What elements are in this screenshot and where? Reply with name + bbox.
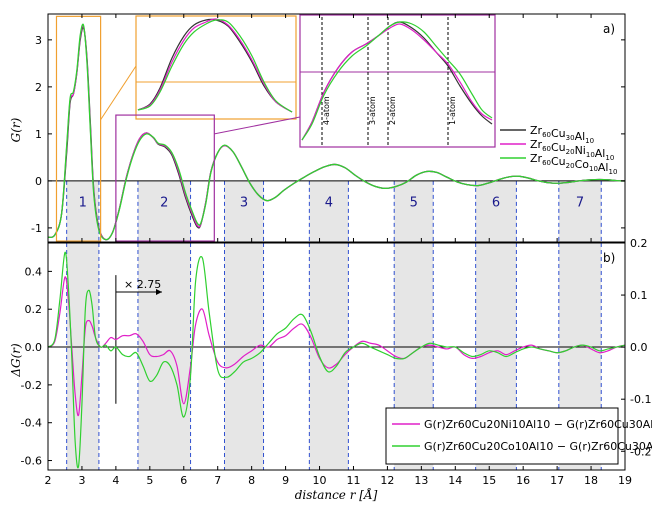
dgr-curves bbox=[48, 251, 625, 469]
x-tick-label: 17 bbox=[550, 474, 564, 487]
shell-band-a-2 bbox=[137, 180, 191, 242]
y-tick-label-a: 3 bbox=[35, 34, 42, 47]
atom-label-2: 3-atom bbox=[368, 96, 377, 125]
series-line-Co10Al10 bbox=[48, 23, 625, 241]
shell-number-7: 7 bbox=[576, 196, 584, 211]
x-tick-label: 9 bbox=[282, 474, 289, 487]
x-axis-title: distance r [Å] bbox=[295, 487, 378, 502]
zoom-insets: 4-atom 3-atom 2-atom 1-atom bbox=[55, 14, 496, 242]
y-tick-label-a: 0 bbox=[35, 175, 42, 188]
inset1-line-Ni10Al10 bbox=[137, 18, 293, 113]
tick-labels: 2 3 4 5 6 7 8 9 10 11 12 13 14 15 16 17 18 19-10123-0.6-0… bbox=[21, 14, 651, 487]
legend-a-label: Zr60Cu30Al10 bbox=[530, 124, 594, 145]
shell-band-a-3 bbox=[224, 180, 264, 242]
zoom-connector-1 bbox=[100, 65, 137, 121]
x-tick-label: 6 bbox=[180, 474, 187, 487]
inset2-line-Co10Al10 bbox=[301, 21, 493, 141]
legend-a-label: Zr60Cu20Ni10Al10 bbox=[530, 138, 614, 162]
x-tick-label: 15 bbox=[482, 474, 496, 487]
shell-number-1: 1 bbox=[79, 196, 87, 211]
x-tick-label: 14 bbox=[448, 474, 462, 487]
y2-tick-label-b: 0.0 bbox=[630, 341, 648, 354]
y-tick-label-a: -1 bbox=[31, 222, 42, 235]
diff-line-Co10Al10 bbox=[48, 251, 625, 469]
scale-arrow-head bbox=[156, 289, 162, 295]
legend-a-label: Zr60Cu20Co10Al10 bbox=[530, 152, 617, 176]
shell-number-6: 6 bbox=[492, 196, 500, 211]
legend-b-box bbox=[385, 407, 619, 465]
scale-annotation: × 2.75 bbox=[124, 278, 161, 291]
y-tick-label-b: -0.2 bbox=[21, 379, 42, 392]
legend-a: Zr60Cu30Al10Zr60Cu20Ni10Al10Zr60Cu20Co10… bbox=[500, 124, 617, 176]
x-tick-label: 18 bbox=[584, 474, 598, 487]
panel-a-label: a) bbox=[603, 22, 615, 36]
x-tick-label: 2 bbox=[45, 474, 52, 487]
atom-label-1: 4-atom bbox=[322, 96, 331, 125]
shell-band-a-4 bbox=[309, 180, 349, 242]
atom-label-3: 2-atom bbox=[388, 96, 397, 125]
y2-tick-label-b: 0.2 bbox=[630, 237, 648, 250]
gr-curves bbox=[48, 23, 625, 241]
shell-number-5: 5 bbox=[410, 196, 418, 211]
legend-b-label: G(r)Zr60Cu20Ni10Al10 − G(r)Zr60Cu30Al10 bbox=[424, 418, 652, 431]
x-tick-label: 11 bbox=[346, 474, 360, 487]
legend-b-label: G(r)Zr60Cu20Co10Al10 − G(r)Zr60Cu30Al10 bbox=[424, 440, 652, 453]
y-tick-label-a: 2 bbox=[35, 81, 42, 94]
y-tick-label-b: 0.4 bbox=[25, 265, 43, 278]
shell-band-b-2 bbox=[137, 243, 191, 470]
y-tick-label-b: 0.2 bbox=[25, 303, 43, 316]
x-tick-label: 3 bbox=[78, 474, 85, 487]
zoom-box-peak2 bbox=[115, 114, 215, 242]
x-tick-label: 12 bbox=[380, 474, 394, 487]
x-tick-label: 16 bbox=[516, 474, 530, 487]
y2-tick-label-b: -0.1 bbox=[630, 393, 651, 406]
atom-label-4: 1-atom bbox=[448, 96, 457, 125]
shell-band-a-6 bbox=[475, 180, 517, 242]
x-tick-label: 13 bbox=[414, 474, 428, 487]
legend-b: G(r)Zr60Cu20Ni10Al10 − G(r)Zr60Cu30Al10 G… bbox=[385, 407, 652, 465]
y-tick-label-b: -0.4 bbox=[21, 417, 42, 430]
x-tick-label: 8 bbox=[248, 474, 255, 487]
y2-tick-label-b: -0.2 bbox=[630, 445, 651, 458]
y-tick-label-b: 0.0 bbox=[25, 341, 43, 354]
shell-bands: 1 2 3 4 5 6 7 bbox=[66, 180, 602, 470]
y-tick-label-b: -0.6 bbox=[21, 455, 42, 468]
zoom-connector-2 bbox=[214, 116, 301, 135]
x-tick-label: 4 bbox=[112, 474, 119, 487]
shell-number-2: 2 bbox=[160, 196, 168, 211]
x-tick-label: 5 bbox=[146, 474, 153, 487]
panel-b-label: b) bbox=[603, 251, 615, 265]
x-tick-label: 7 bbox=[214, 474, 221, 487]
shell-band-a-5 bbox=[394, 180, 434, 242]
x-tick-label: 10 bbox=[313, 474, 327, 487]
axes-frames bbox=[47, 13, 626, 471]
zoom-box-peak1 bbox=[55, 15, 102, 242]
frame-a bbox=[47, 13, 626, 243]
y-axis-title-b: ΔG(r) bbox=[9, 343, 23, 378]
shell-band-a-7 bbox=[558, 180, 602, 242]
frame-b bbox=[47, 242, 626, 471]
x-tick-label: 19 bbox=[618, 474, 632, 487]
y-axis-title-a: G(r) bbox=[9, 117, 23, 142]
inset1-line-Co10Al10 bbox=[137, 19, 293, 113]
shell-number-3: 3 bbox=[240, 196, 248, 211]
inset2-line-Ni10Al10 bbox=[301, 23, 493, 141]
y2-tick-label-b: 0.1 bbox=[630, 289, 648, 302]
shell-number-4: 4 bbox=[325, 196, 333, 211]
y-tick-label-a: 1 bbox=[35, 128, 42, 141]
inset-peak1 bbox=[135, 15, 297, 120]
